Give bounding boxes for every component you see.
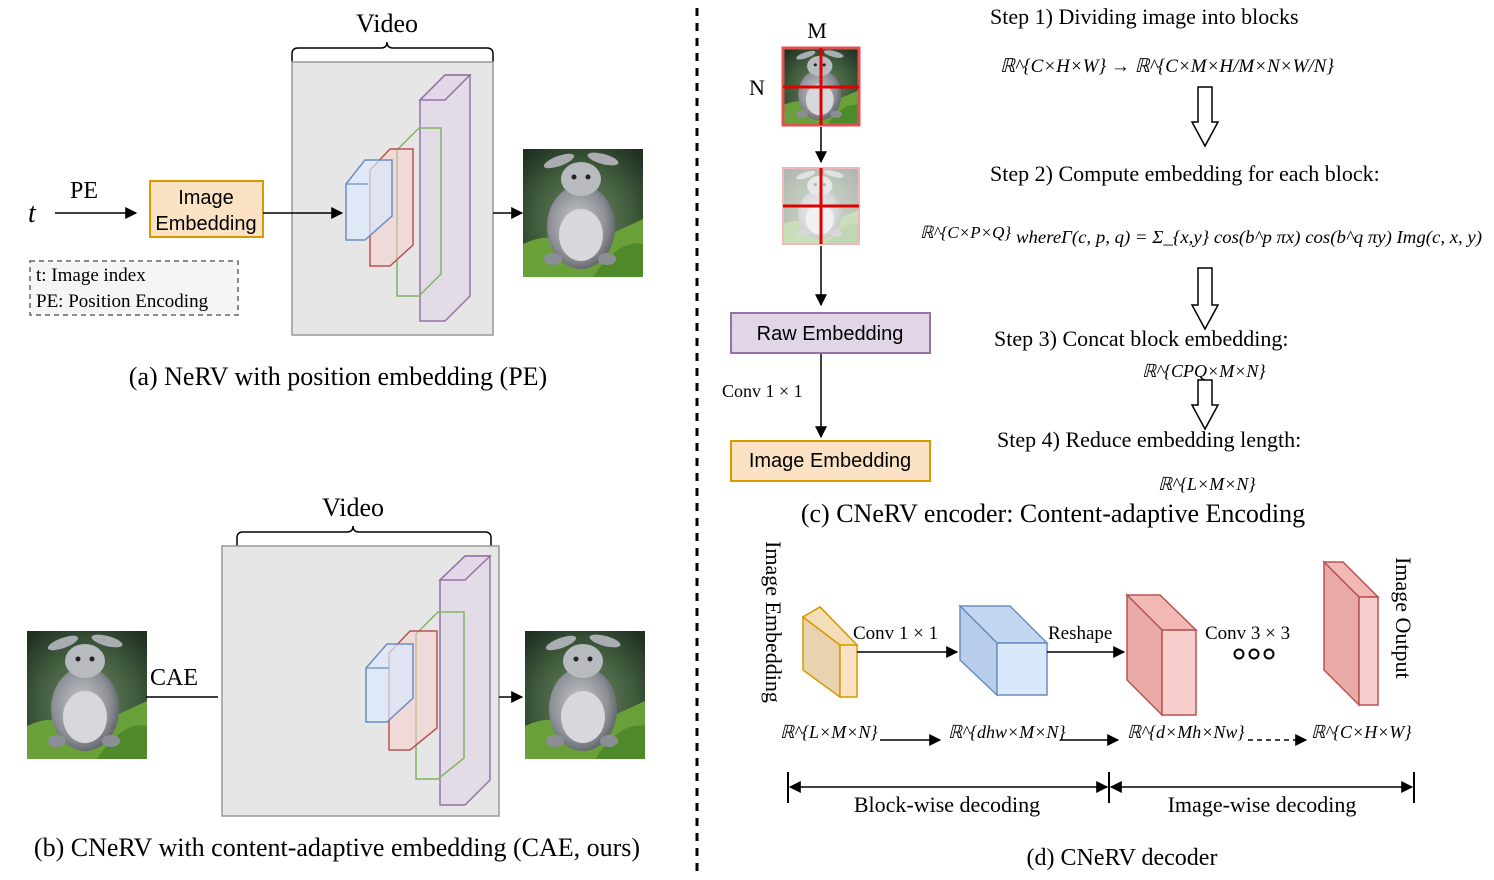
down-arrow-1	[1190, 86, 1220, 148]
dim1: ℝ^{L×M×N}	[780, 722, 878, 742]
dim2: ℝ^{dhw×M×N}	[948, 722, 1066, 742]
legend-line-1: t: Image index	[36, 265, 146, 286]
n-label: N	[749, 75, 765, 100]
step1-formula: ℝ^{C×H×W} → ℝ^{C×M×H/M×N×W/N}	[1000, 56, 1334, 77]
output-frame-b	[525, 631, 645, 759]
legend-line-2: PE: Position Encoding	[36, 291, 209, 312]
panel-b: Video CAE (b) CNeRV with content-adaptiv…	[27, 493, 645, 862]
panel-c: M N Raw Embedding Conv 1 × 1 Image Embed…	[722, 4, 1482, 528]
cae-label: CAE	[150, 665, 198, 691]
panel-d: Image Embedding Image Output Conv 1 × 1 …	[761, 541, 1416, 871]
raw-embedding-label: Raw Embedding	[757, 323, 904, 345]
embedding-cuboid	[801, 606, 859, 699]
step1-text: Step 1) Dividing image into blocks	[990, 4, 1299, 29]
caption-d: (d) CNeRV decoder	[1027, 845, 1218, 871]
conv1-label-c: Conv 1 × 1	[722, 381, 803, 401]
down-arrow-2	[1190, 267, 1220, 331]
step3-text: Step 3) Concat block embedding:	[994, 326, 1289, 351]
legend-box-a	[29, 260, 239, 316]
step2-formula-right: whereΓ(c, p, q) = Σ_{x,y} cos(b^p πx) co…	[1016, 227, 1482, 248]
step2-formula-left: ℝ^{C×P×Q}	[920, 223, 1011, 242]
panel-a: Video t PE Image Embedding t: Image inde…	[28, 9, 643, 391]
video-label-a: Video	[356, 9, 418, 38]
step4-formula: ℝ^{L×M×N}	[1158, 474, 1256, 494]
step4-text: Step 4) Reduce embedding length:	[997, 427, 1301, 452]
raw-embedding-box	[730, 312, 931, 354]
video-brace-a	[291, 41, 494, 62]
conv1-label-d: Conv 1 × 1	[853, 623, 938, 644]
ellipsis-dots	[1233, 648, 1275, 660]
image-embedding-label-a2: Embedding	[155, 213, 256, 235]
output-frame-a	[523, 149, 643, 277]
conv3-label: Conv 3 × 3	[1205, 623, 1290, 644]
reshape-label: Reshape	[1048, 623, 1112, 644]
block-split-frame	[781, 46, 861, 127]
video-brace-b	[236, 525, 492, 546]
input-label-d: Image Embedding	[761, 541, 786, 703]
m-label: M	[807, 18, 827, 43]
input-frame-b	[27, 631, 147, 759]
image-embedding-box-c	[730, 440, 931, 482]
caption-a: (a) NeRV with position embedding (PE)	[129, 362, 547, 391]
imagewise-label: Image-wise decoding	[1168, 792, 1357, 817]
down-arrow-3	[1190, 379, 1220, 431]
image-embedding-box-a	[149, 180, 264, 238]
dim4: ℝ^{C×H×W}	[1311, 722, 1412, 742]
blockwise-label: Block-wise decoding	[854, 792, 1040, 817]
image-embedding-label-a1: Image	[178, 187, 234, 209]
dim3: ℝ^{d×Mh×Nw}	[1127, 722, 1245, 742]
step3-formula: ℝ^{CPQ×M×N}	[1142, 361, 1266, 381]
image-embedding-label-c: Image Embedding	[749, 450, 911, 472]
caption-b: (b) CNeRV with content-adaptive embeddin…	[34, 833, 640, 862]
block-embedding-frame	[782, 167, 860, 245]
caption-c: (c) CNeRV encoder: Content-adaptive Enco…	[801, 499, 1305, 528]
blue-cuboid	[958, 604, 1049, 697]
network-blocks-b	[365, 555, 492, 806]
output-label-d: Image Output	[1391, 557, 1416, 679]
step2-text: Step 2) Compute embedding for each block…	[990, 161, 1380, 186]
t-symbol: t	[28, 198, 37, 229]
pe-label: PE	[70, 178, 98, 204]
red-cuboid	[1125, 593, 1198, 717]
output-cuboid	[1322, 560, 1380, 707]
network-blocks-a	[345, 74, 472, 322]
video-label-b: Video	[322, 493, 384, 522]
